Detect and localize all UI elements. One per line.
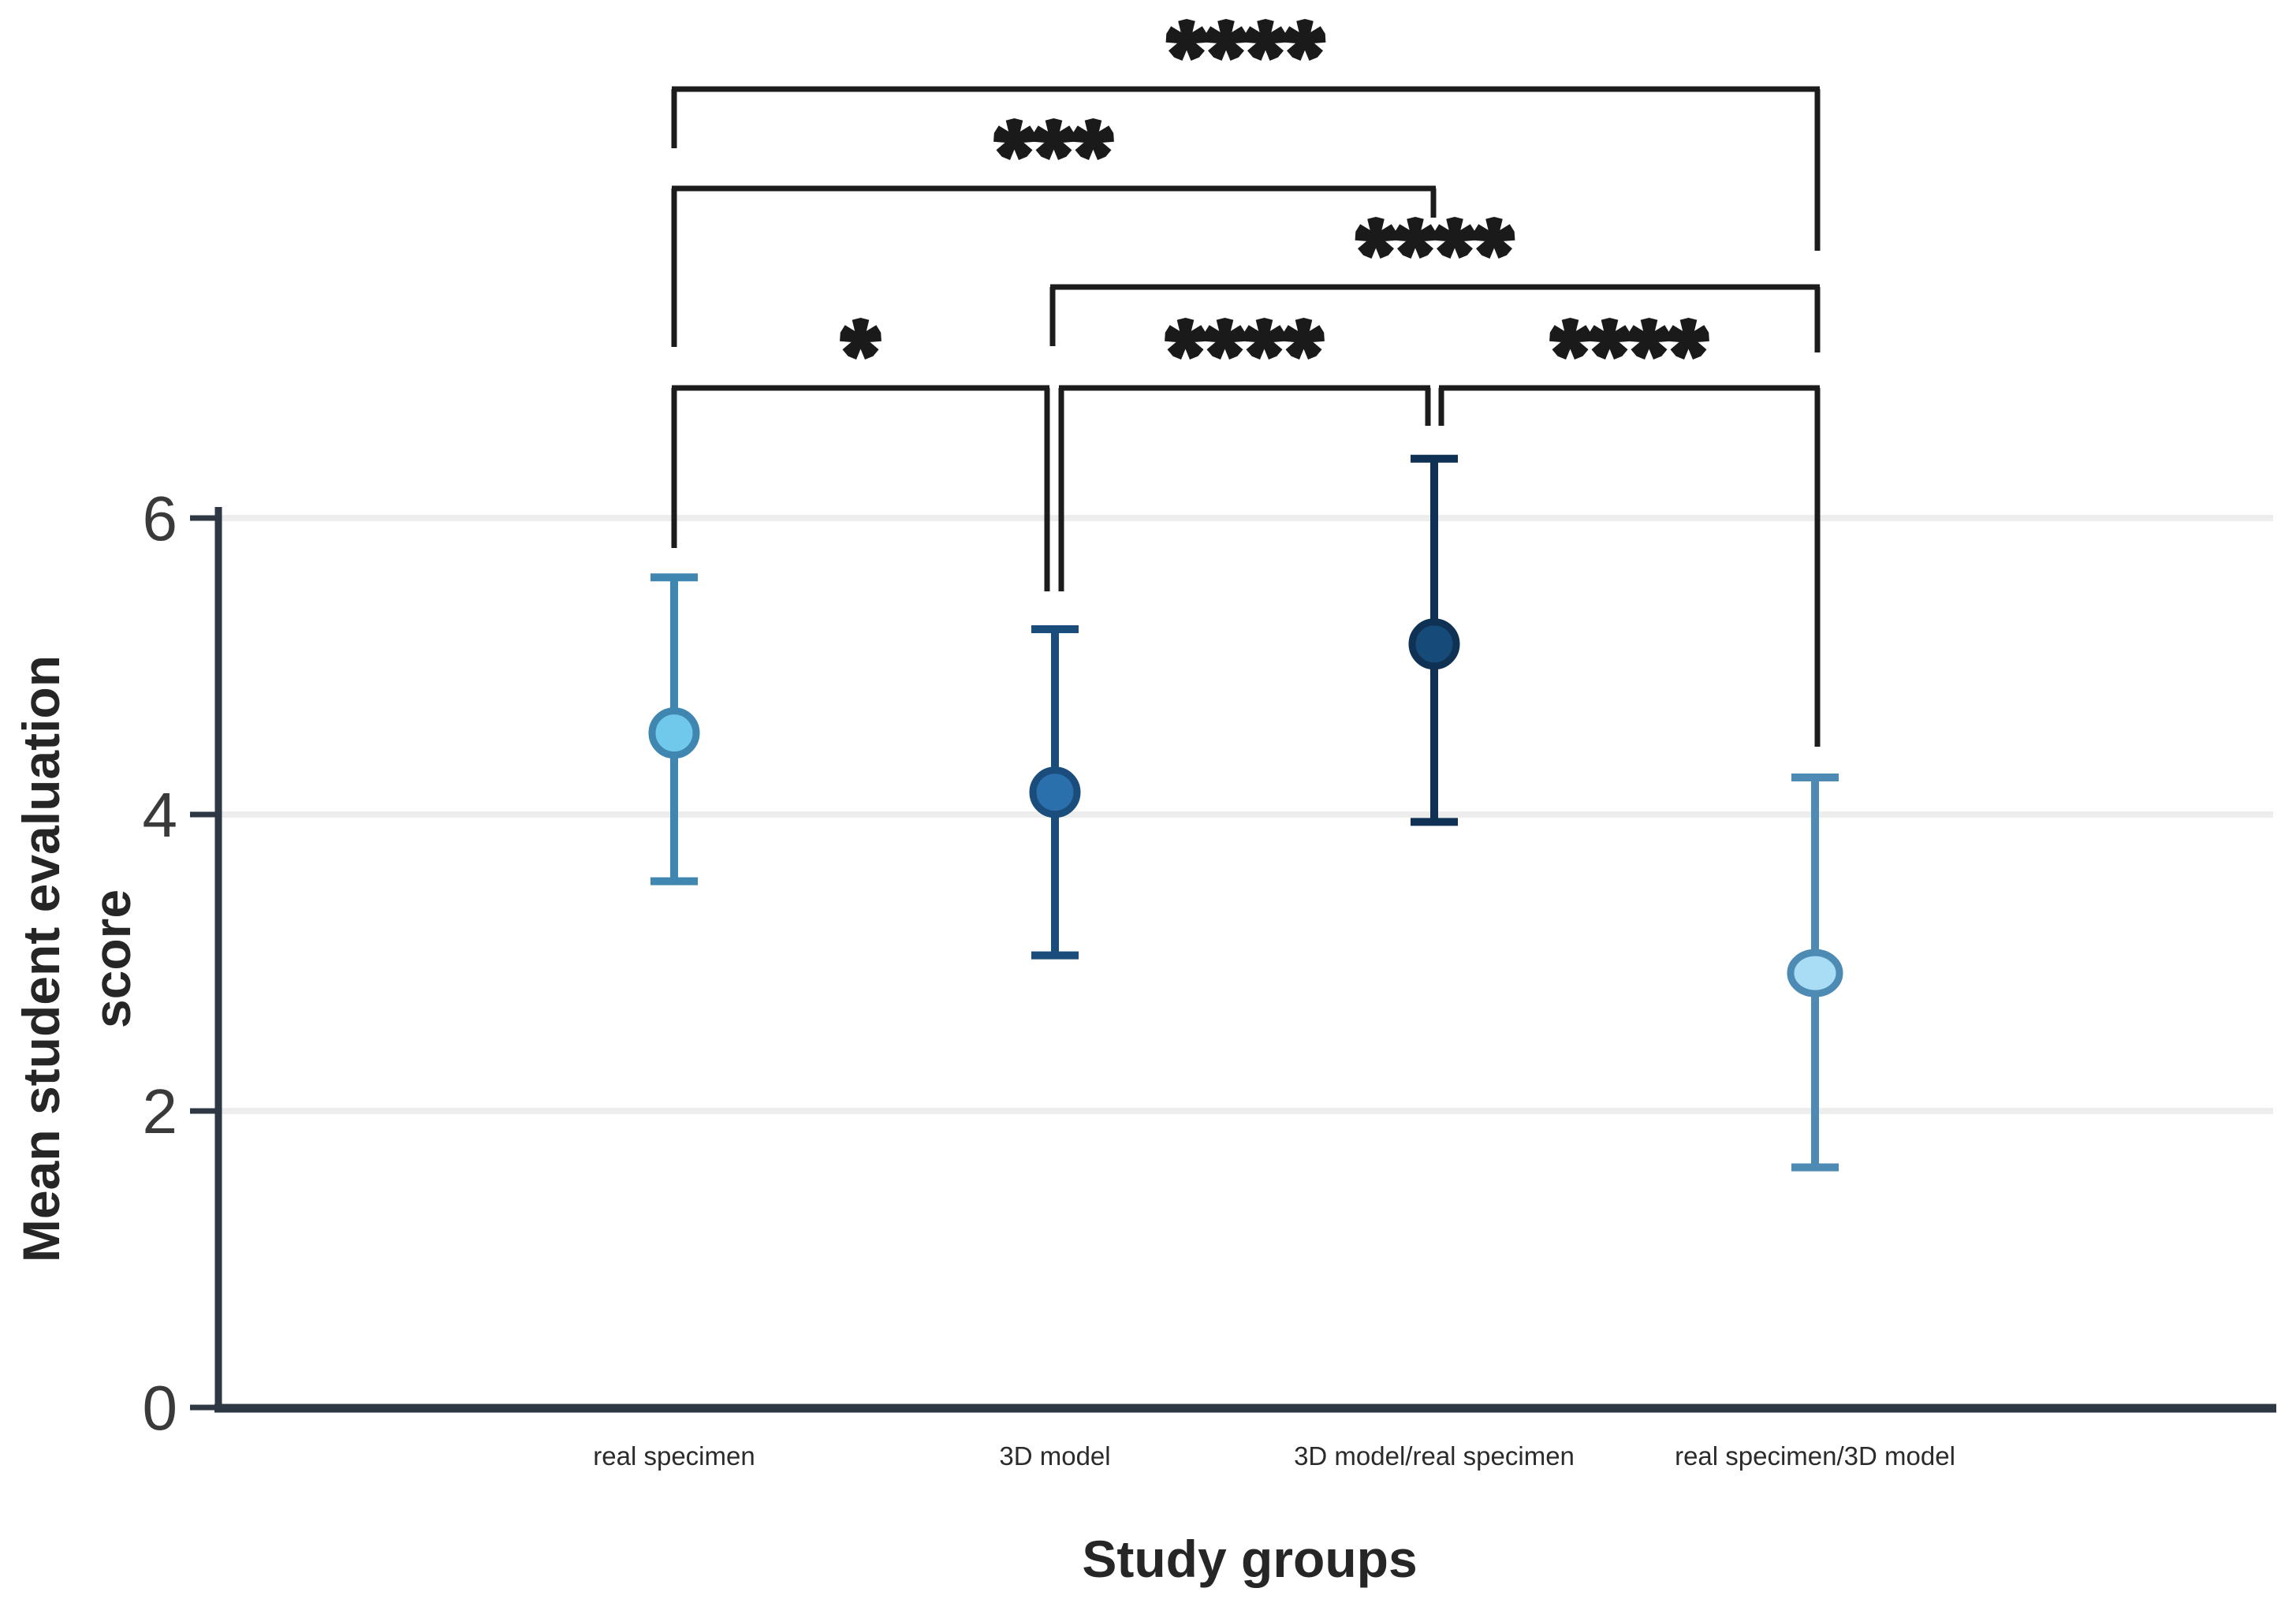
y-tick-label-6: 6 [143, 483, 178, 554]
data-point-4 [1787, 949, 1843, 997]
x-category-label: real specimen/3D model [1675, 1441, 1955, 1471]
y-tick-label-2: 2 [143, 1076, 178, 1146]
x-category-label: real specimen [593, 1441, 755, 1471]
data-point-3 [1408, 618, 1460, 670]
significance-label-* [840, 318, 882, 360]
significance-label-**** [1549, 318, 1709, 360]
x-category-label: 3D model/real specimen [1294, 1441, 1575, 1471]
y-axis-title-line1: Mean student evaluation [12, 654, 70, 1263]
y-tick-label-4: 4 [143, 780, 178, 850]
significance-label-**** [1355, 217, 1515, 259]
data-point-2 [1029, 766, 1081, 818]
y-axis-title-line2: score [83, 889, 141, 1029]
y-tick-label-0: 0 [143, 1373, 178, 1443]
significance-label-**** [1165, 19, 1326, 61]
x-axis-title: Study groups [1082, 1530, 1418, 1588]
x-category-label: 3D model [999, 1441, 1110, 1471]
significance-label-*** [993, 118, 1114, 160]
data-point-1 [648, 707, 700, 759]
y-axis-title: Mean student evaluation score [6, 655, 147, 1262]
significance-label-**** [1165, 318, 1325, 360]
